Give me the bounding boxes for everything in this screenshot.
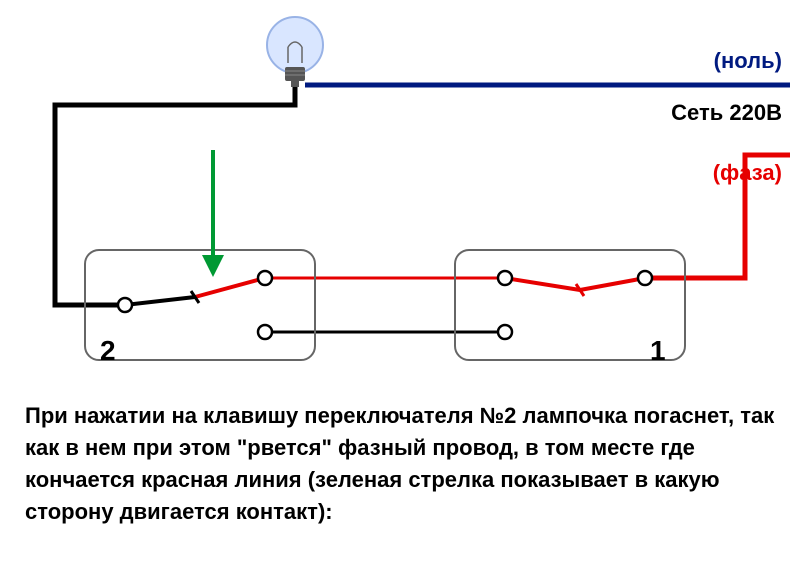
- neutral-label: (ноль): [714, 48, 782, 74]
- light-bulb-icon: [267, 17, 323, 87]
- circuit-diagram: [5, 5, 795, 385]
- sw2-contact-blade: [125, 297, 195, 305]
- caption-text: При нажатии на клавишу переключателя №2 …: [25, 400, 775, 528]
- sw2-terminal-top: [258, 271, 272, 285]
- phase-label: (фаза): [713, 160, 782, 186]
- sw1-contact-red2: [580, 278, 645, 290]
- sw1-terminal-bottom: [498, 325, 512, 339]
- load-wire: [55, 87, 295, 305]
- sw2-terminal-bottom: [258, 325, 272, 339]
- switch-2-number: 2: [100, 335, 116, 367]
- voltage-label: Сеть 220В: [671, 100, 782, 126]
- sw1-terminal-top: [498, 271, 512, 285]
- sw2-contact-red: [195, 278, 265, 297]
- sw2-terminal-common: [118, 298, 132, 312]
- sw1-terminal-common: [638, 271, 652, 285]
- switch-1-number: 1: [650, 335, 666, 367]
- sw1-contact-red: [505, 278, 580, 290]
- direction-arrow-icon: [202, 150, 224, 277]
